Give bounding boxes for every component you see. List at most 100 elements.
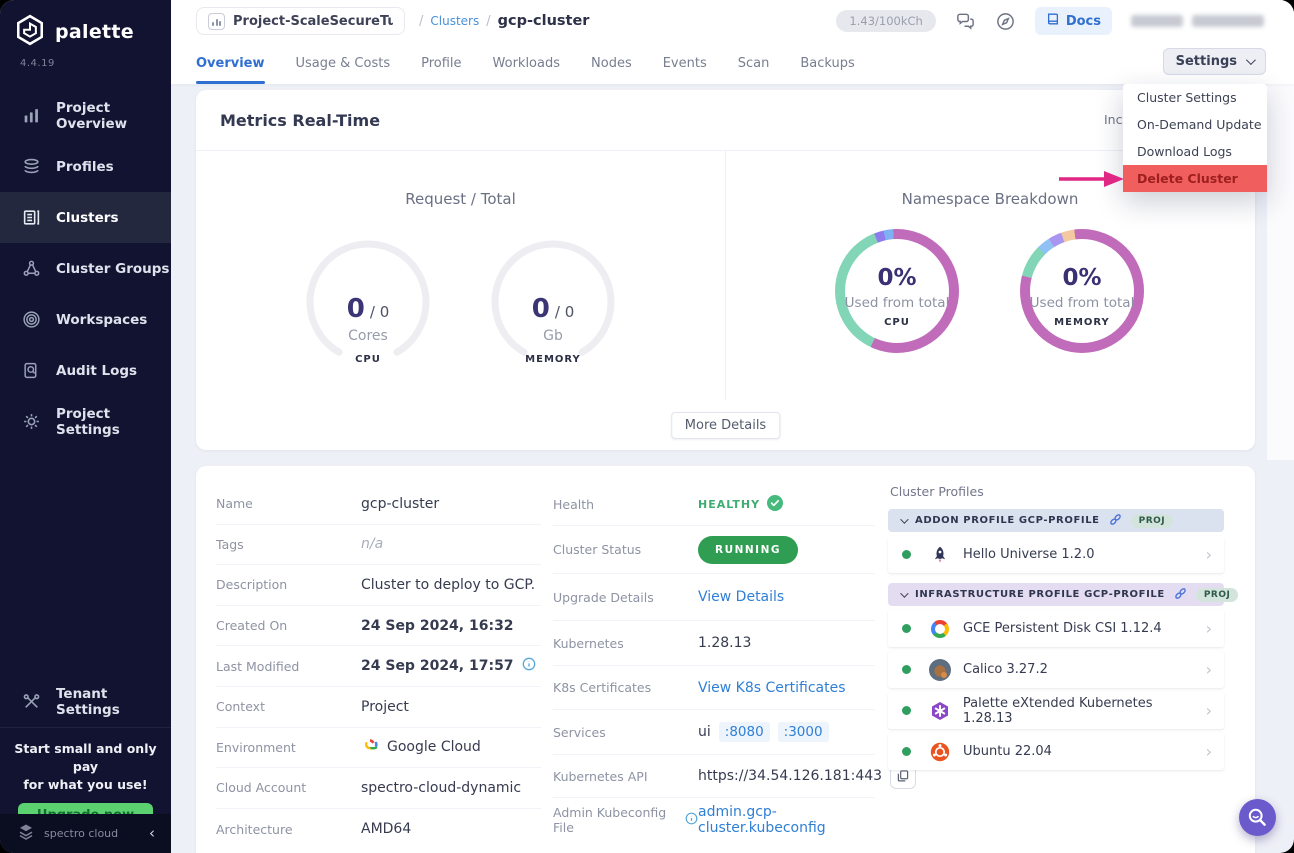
info-icon[interactable] [522,657,536,675]
sidebar-item-profiles[interactable]: Profiles [0,141,171,192]
service-port-link[interactable]: :3000 [778,722,829,742]
profile-group-name: ADDON PROFILE GCP-PROFILE [915,515,1100,526]
menu-item-cluster-settings[interactable]: Cluster Settings [1123,84,1267,111]
tab-usage-costs[interactable]: Usage & Costs [296,42,391,84]
docs-button[interactable]: Docs [1035,7,1112,35]
sidebar-item-audit-logs[interactable]: Audit Logs [0,345,171,396]
settings-button[interactable]: Settings [1163,48,1266,75]
addon-profile-group-header[interactable]: ADDON PROFILE GCP-PROFILE PROJ [888,509,1224,532]
info-icon[interactable] [685,812,698,828]
pack-name: Palette eXtended Kubernetes 1.28.13 [963,696,1206,726]
view-k8s-certificates-link[interactable]: View K8s Certificates [698,680,846,696]
tab-profile[interactable]: Profile [421,42,461,84]
sidebar-item-cluster-groups[interactable]: Cluster Groups [0,243,171,294]
profile-pack-row-ubuntu[interactable]: Ubuntu 22.04 › [888,733,1224,770]
breadcrumb-separator: / [486,14,490,29]
chat-icon[interactable] [955,11,976,32]
cluster-tabs: Overview Usage & Costs Profile Workloads… [171,42,1294,84]
chevron-right-icon: › [1206,545,1212,564]
link-icon[interactable] [1109,511,1122,530]
sidebar-item-project-overview[interactable]: Project Overview [0,90,171,141]
donut-caption: Used from total [835,295,959,311]
tab-workloads[interactable]: Workloads [493,42,560,84]
profile-pack-row-pxk[interactable]: Palette eXtended Kubernetes 1.28.13 › [888,692,1224,729]
calico-icon [927,659,953,681]
proj-badge: PROJ [1196,588,1239,602]
menu-item-on-demand-update[interactable]: On-Demand Update [1123,111,1267,138]
status-row-admin-kubeconfig: Admin Kubeconfig File admin.gcp-cluster.… [553,798,875,841]
sidebar: palette 4.4.19 Project Overview Profiles… [0,0,171,853]
pxk-hexagon-icon [927,701,953,721]
project-selector-label: Project-ScaleSecureTutoria [233,14,393,29]
detail-label: Cloud Account [216,780,361,795]
credits-badge: 1.43/100kCh [836,10,935,32]
project-selector[interactable]: Project-ScaleSecureTutoria [196,7,405,35]
detail-label: Context [216,699,361,714]
profile-pack-row-gce-csi[interactable]: GCE Persistent Disk CSI 1.12.4 › [888,610,1224,647]
chevron-right-icon: › [1206,619,1212,638]
gauge-value: 0 [532,294,550,324]
service-name: ui [698,724,711,740]
namespace-breakdown-title: Namespace Breakdown [725,190,1255,208]
tab-scan[interactable]: Scan [738,42,770,84]
status-dot-green [902,624,911,633]
service-port-link[interactable]: :8080 [719,722,770,742]
chevron-right-icon: › [1206,742,1212,761]
settings-button-label: Settings [1176,54,1237,69]
palette-logo: palette [0,0,171,50]
detail-row-name: Name gcp-cluster [216,484,541,525]
menu-item-delete-cluster[interactable]: Delete Cluster [1123,165,1267,192]
tab-events[interactable]: Events [663,42,707,84]
view-details-link[interactable]: View Details [698,589,784,605]
detail-label: Health [553,497,698,512]
gear-icon [22,412,41,431]
detail-label: Environment [216,740,361,755]
ubuntu-icon [927,742,953,762]
sidebar-item-project-settings[interactable]: Project Settings [0,396,171,447]
sidebar-item-tenant-settings[interactable]: Tenant Settings [0,676,171,727]
sidebar-item-workspaces[interactable]: Workspaces [0,294,171,345]
detail-label: Upgrade Details [553,590,698,605]
kubeconfig-download-link[interactable]: admin.gcp-cluster.kubeconfig [698,804,875,836]
health-value: HEALTHY [698,498,760,511]
gauge-label: MEMORY [491,354,615,365]
infrastructure-profile-group-header[interactable]: INFRASTRUCTURE PROFILE GCP-PROFILE PROJ [888,583,1224,606]
status-row-health: Health HEALTHY [553,484,875,526]
more-details-button[interactable]: More Details [671,412,780,439]
tab-overview[interactable]: Overview [196,42,265,84]
menu-item-download-logs[interactable]: Download Logs [1123,138,1267,165]
profile-pack-row-calico[interactable]: Calico 3.27.2 › [888,651,1224,688]
detail-label: Kubernetes API [553,769,698,784]
breadcrumb-clusters-link[interactable]: Clusters [430,14,479,28]
status-row-kubernetes: Kubernetes 1.28.13 [553,621,875,666]
detail-label: Last Modified [216,659,361,674]
status-row-upgrade-details: Upgrade Details View Details [553,574,875,621]
tools-icon [22,692,41,711]
link-icon[interactable] [1174,585,1187,604]
status-row-k8s-certificates: K8s Certificates View K8s Certificates [553,666,875,710]
donut-caption: Used from total [1020,295,1144,311]
project-chart-icon [208,13,225,30]
detail-label: Cluster Status [553,542,698,557]
google-cloud-icon [361,738,379,756]
donut-label: CPU [835,317,959,328]
sidebar-item-label: Tenant Settings [56,686,171,718]
user-menu-blurred[interactable] [1131,15,1264,27]
status-dot-green [902,706,911,715]
cpu-gauge: 0 / 0 Cores CPU [306,240,430,372]
sidebar-item-clusters[interactable]: Clusters [0,192,171,243]
gauge-unit: Gb [491,328,615,344]
support-compass-icon[interactable] [995,11,1016,32]
cluster-list-icon [22,208,41,227]
detail-row-tags: Tags n/a [216,525,541,566]
detail-label: Kubernetes [553,636,698,651]
tab-backups[interactable]: Backups [800,42,854,84]
detail-value: 24 Sep 2024, 17:57 [361,658,514,674]
detail-label: Admin Kubeconfig File [553,805,679,835]
tab-nodes[interactable]: Nodes [591,42,632,84]
detail-label: Architecture [216,822,361,837]
collapse-sidebar-icon[interactable]: ‹ [149,826,155,841]
pack-name: Calico 3.27.2 [963,662,1048,677]
profile-pack-row-hello-universe[interactable]: Hello Universe 1.2.0 › [888,536,1224,573]
feedback-search-widget-button[interactable] [1239,799,1276,836]
